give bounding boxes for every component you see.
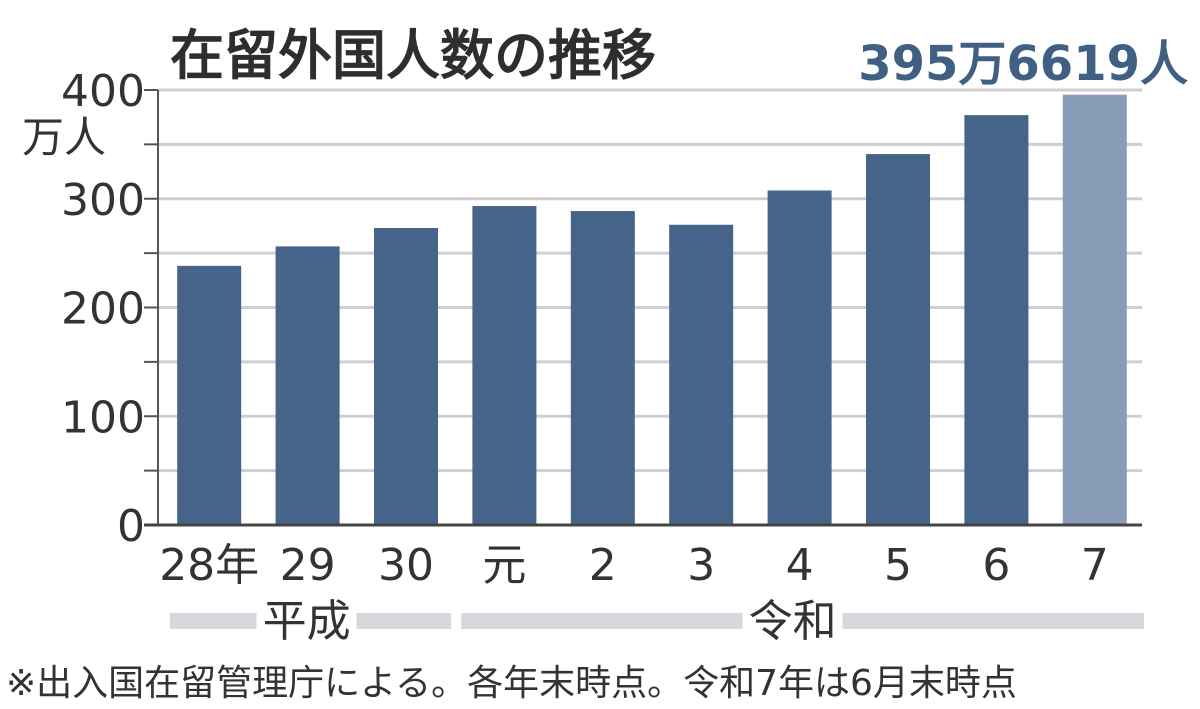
era-groups: 平成 令和 <box>170 596 1144 647</box>
y-tick-label: 300 <box>61 175 145 226</box>
x-tick-label: 7 <box>1081 540 1109 591</box>
x-tick-label: 5 <box>884 540 912 591</box>
x-tick-label: 4 <box>786 540 814 591</box>
y-tick-label: 100 <box>61 392 145 443</box>
y-axis-unit: 万人 <box>22 113 106 162</box>
x-tick-label: 30 <box>378 540 434 591</box>
x-tick-label: 3 <box>687 540 715 591</box>
bar-8 <box>964 115 1029 525</box>
era-label-backing <box>256 613 357 629</box>
bar-4 <box>570 211 635 525</box>
bar-2 <box>374 228 438 525</box>
source-note: ※出入国在留管理庁による。各年末時点。令和7年は6月末時点 <box>6 663 1017 704</box>
bar-5 <box>669 224 734 525</box>
bar-7 <box>866 154 930 525</box>
bar-1 <box>275 246 340 525</box>
bars <box>177 94 1127 526</box>
bar-6 <box>767 190 832 526</box>
x-tick-label: 29 <box>280 540 336 591</box>
y-axis: 0 100 200 300 400 <box>61 66 159 552</box>
chart-title: 在留外国人数の推移 <box>170 24 656 87</box>
x-tick-label: 2 <box>589 540 617 591</box>
y-tick-label: 400 <box>61 66 145 117</box>
callout-label: 395万6619人 <box>858 36 1188 92</box>
bar-0 <box>177 265 242 525</box>
x-tick-label: 6 <box>982 540 1010 591</box>
bar-3 <box>472 206 537 525</box>
x-tick-label: 28年 <box>159 540 259 591</box>
era-label: 令和 <box>749 596 837 647</box>
y-tick-label: 200 <box>61 284 145 335</box>
era-label: 平成 <box>263 596 351 647</box>
era-label-backing <box>742 613 843 629</box>
x-axis: 28年 29 30 元 2 3 4 5 6 7 <box>144 523 1142 591</box>
bar-9 <box>1062 94 1127 526</box>
x-tick-label: 元 <box>482 540 526 591</box>
y-tick-label: 0 <box>117 501 145 552</box>
